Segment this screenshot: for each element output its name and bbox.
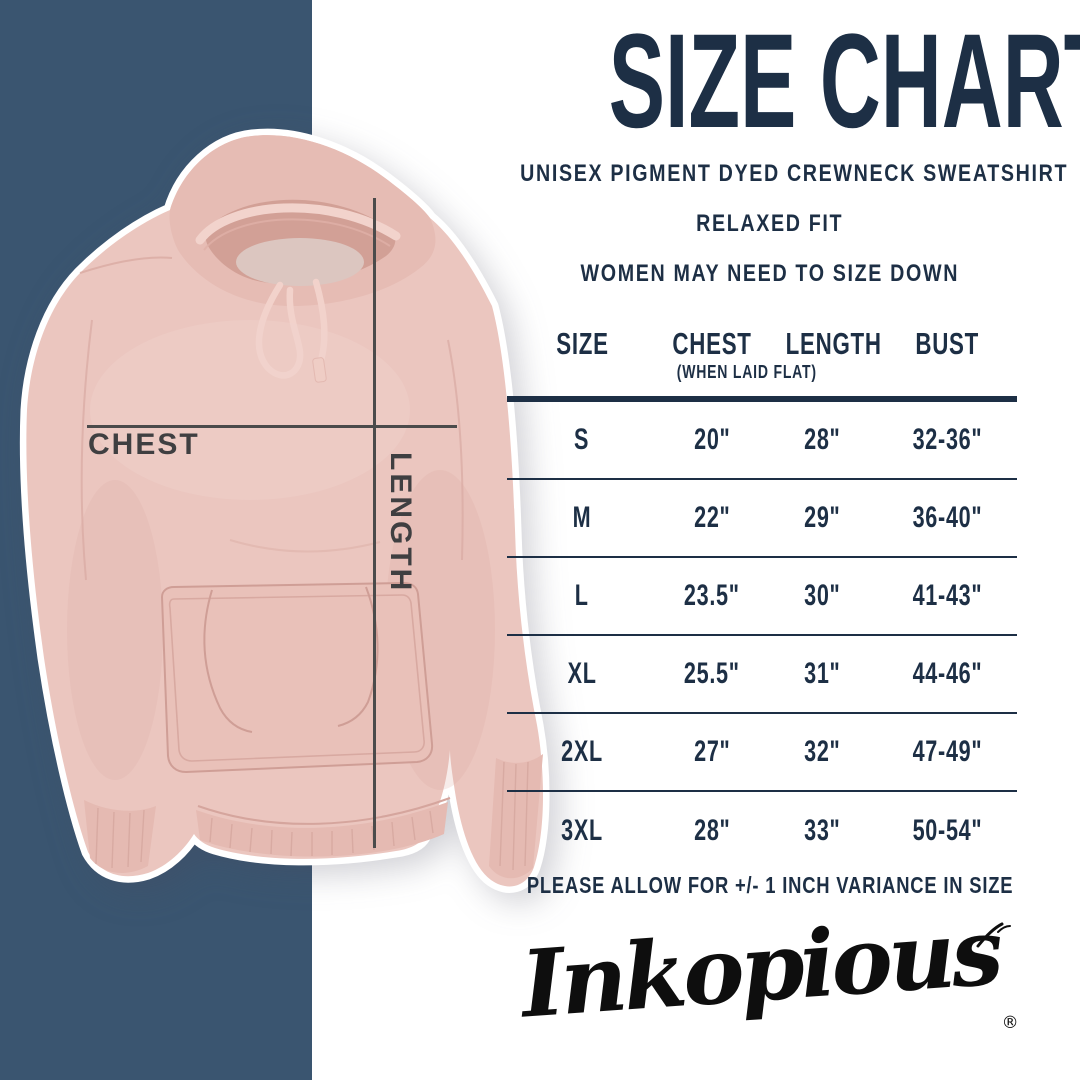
length-measure-line [373,198,376,848]
size-table-header: SIZE CHEST (WHEN LAID FLAT) LENGTH BUST [507,316,1017,402]
column-size: SIZE [555,326,609,361]
table-row-xl: XL 25.5" 31" 44-46" [507,636,1017,714]
hem-band [196,802,448,857]
hoodie-product-image [19,128,550,893]
column-length: LENGTH [785,326,882,361]
table-row-3xl: 3XL 28" 33" 50-54" [507,792,1017,870]
cell-length: 28" [803,423,841,456]
table-row-m: M 22" 29" 36-40" [507,480,1017,558]
cell-chest: 22" [693,501,731,534]
left-cuff [84,800,156,873]
cell-length: 32" [803,735,841,768]
cell-chest: 25.5" [684,657,740,690]
subtitle-product: UNISEX PIGMENT DYED CREWNECK SWEATSHIRT [520,160,1069,187]
cell-size: L [575,579,589,612]
subtitle-fit: RELAXED FIT [696,210,844,237]
cell-size: XL [567,657,597,690]
cell-bust: 47-49" [912,735,982,768]
column-bust: BUST [915,326,979,361]
cell-length: 29" [803,501,841,534]
cell-bust: 36-40" [912,501,982,534]
cell-length: 33" [803,814,841,847]
inner-collar [236,238,364,286]
cell-chest: 28" [693,814,731,847]
cell-size: 3XL [561,814,603,847]
cell-length: 31" [803,657,841,690]
table-row-l: L 23.5" 30" 41-43" [507,558,1017,636]
cell-bust: 44-46" [912,657,982,690]
cell-length: 30" [803,579,841,612]
drawstring [312,278,328,368]
cell-chest: 27" [693,735,731,768]
cell-chest: 23.5" [684,579,740,612]
cell-bust: 41-43" [912,579,982,612]
subtitle-sizing-advice: WOMEN MAY NEED TO SIZE DOWN [580,260,960,287]
brand-logo-text: Inkopious [518,897,1003,1039]
variance-note: PLEASE ALLOW FOR +/- 1 INCH VARIANCE IN … [526,872,1014,898]
chest-measure-line [87,425,457,428]
pocket [160,581,434,774]
table-row-s: S 20" 28" 32-36" [507,402,1017,480]
page-title: SIZE CHART [460,7,1080,180]
table-row-2xl: 2XL 27" 32" 47-49" [507,714,1017,792]
page-title-text: SIZE CHART [608,7,1080,156]
cell-chest: 20" [693,423,731,456]
cell-bust: 32-36" [912,423,982,456]
logo-flourish-icon [976,922,1011,948]
drawstring-loop [255,281,304,379]
length-label: LENGTH [384,452,417,594]
cell-size: M [572,501,592,534]
brand-logo: Inkopious® [460,897,1080,1048]
cell-bust: 50-54" [912,814,982,847]
size-table: SIZE CHEST (WHEN LAID FLAT) LENGTH BUST … [507,316,1017,870]
cell-size: S [574,423,590,456]
cell-size: 2XL [561,735,603,768]
column-chest: CHEST (WHEN LAID FLAT) [657,328,817,383]
chest-subnote: (WHEN LAID FLAT) [676,362,817,382]
chest-label: CHEST [88,428,200,461]
registered-trademark-icon: ® [1001,1013,1019,1033]
